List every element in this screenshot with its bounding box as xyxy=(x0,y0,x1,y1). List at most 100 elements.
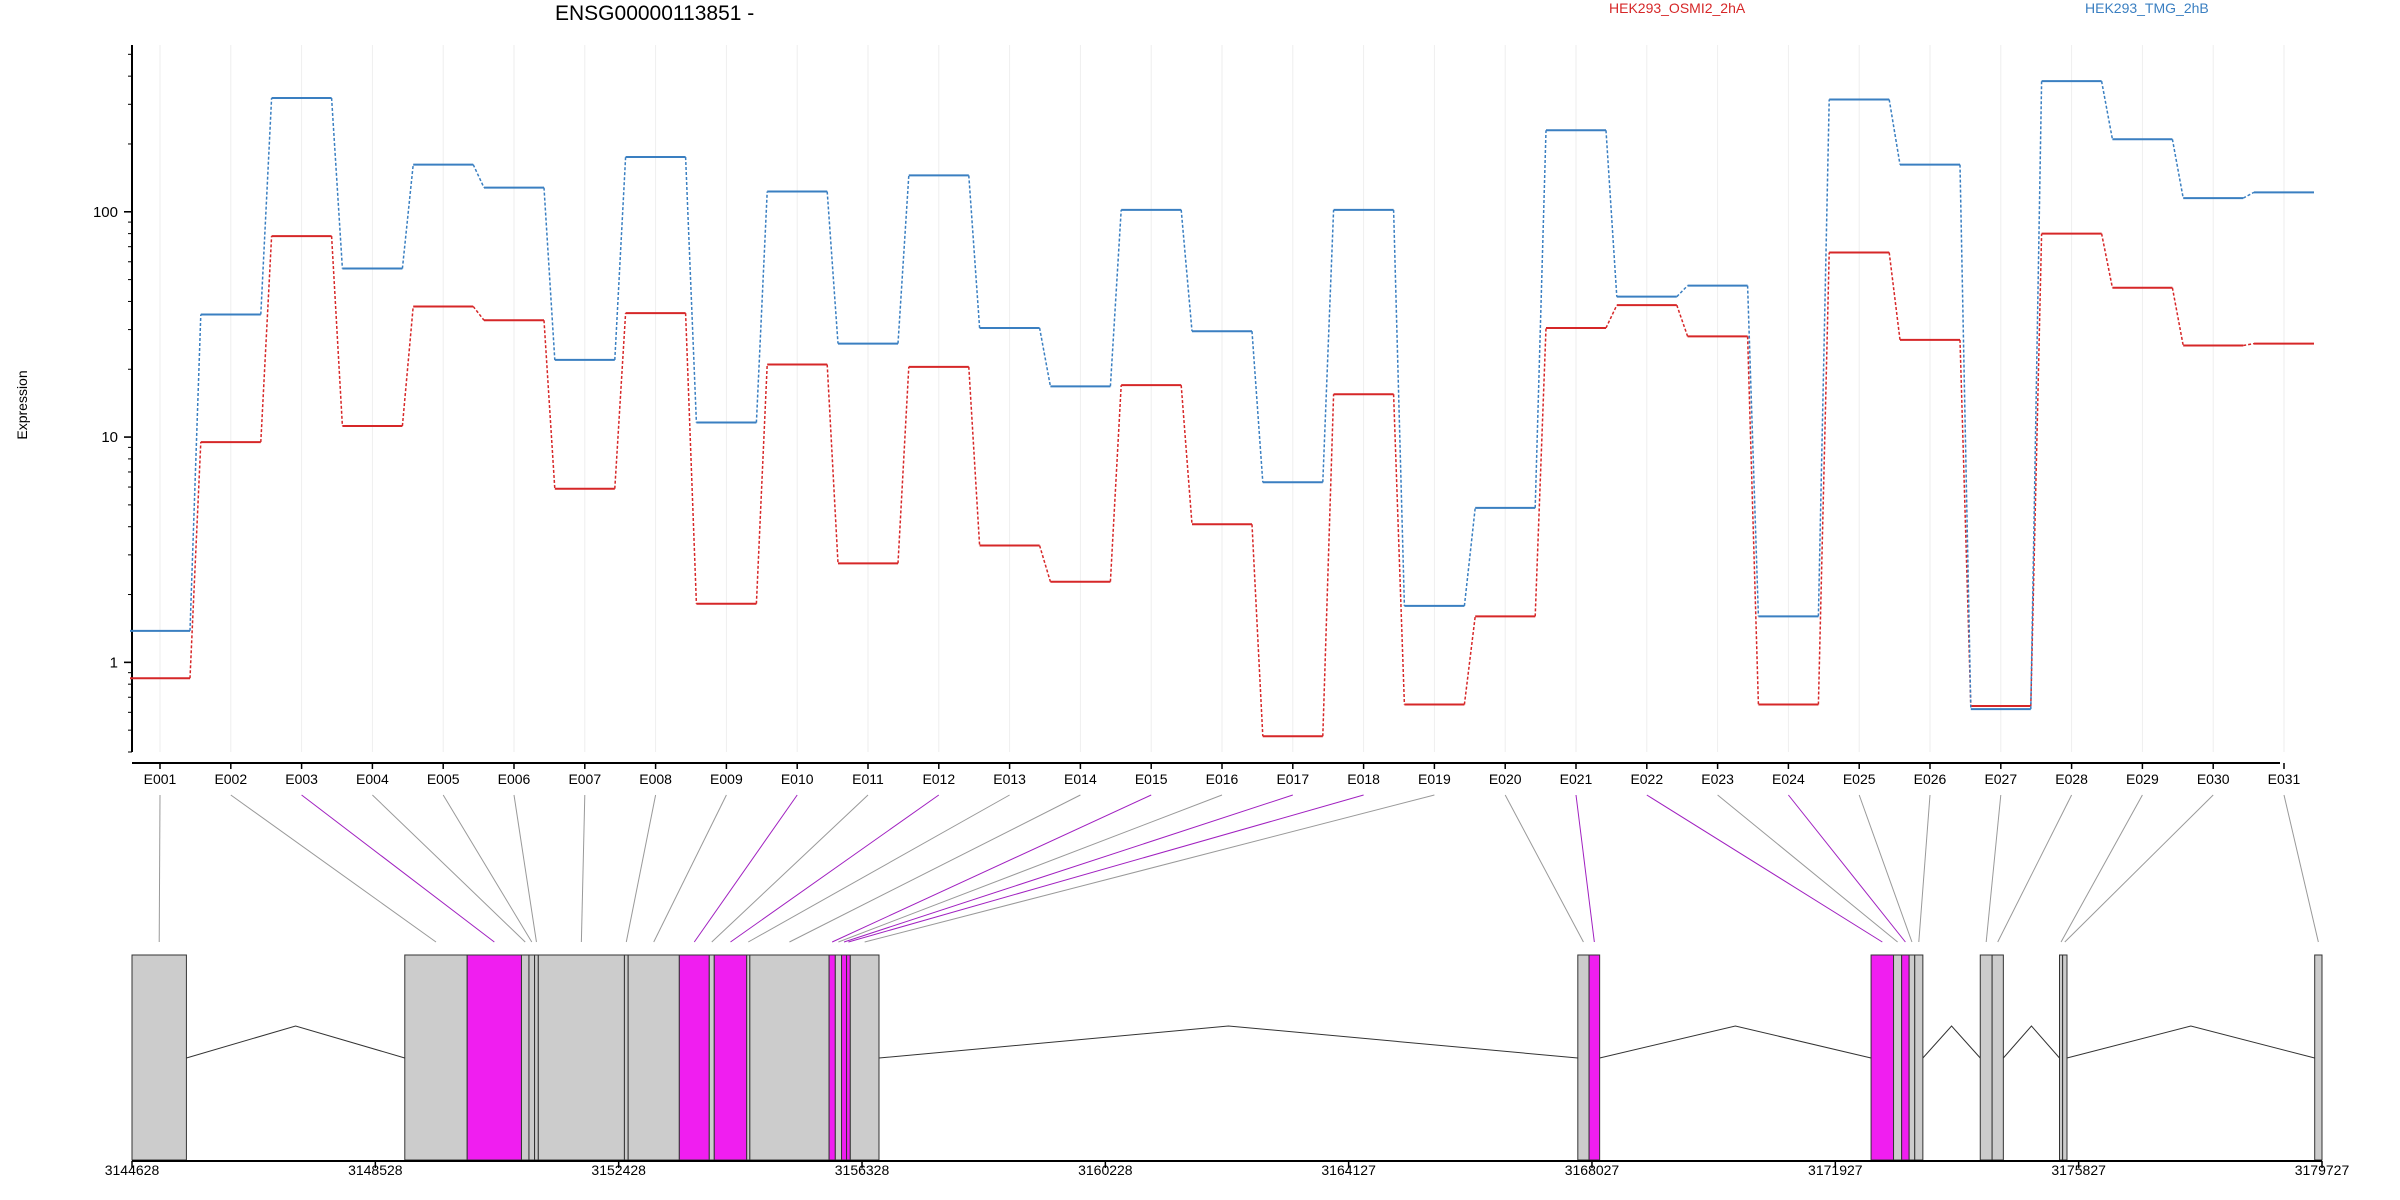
exon-connector xyxy=(301,794,495,943)
intron-line xyxy=(878,1025,1578,1059)
x-tick-label: E001 xyxy=(144,771,177,787)
exon-box xyxy=(537,954,625,1161)
chart-title: ENSG00000113851 - xyxy=(555,2,755,25)
exon-connector xyxy=(442,794,533,943)
exon-connector xyxy=(711,794,869,943)
data-connector xyxy=(2100,81,2114,140)
exon-connector xyxy=(831,794,1152,943)
exon-box xyxy=(2314,954,2323,1161)
x-tick-label: E026 xyxy=(1914,771,1947,787)
exon-box xyxy=(713,954,748,1161)
genomic-tick-label: 3168027 xyxy=(1565,1162,1620,1178)
data-connector xyxy=(2030,233,2043,707)
x-tick-label: E006 xyxy=(498,771,531,787)
exon-box xyxy=(1908,954,1916,1161)
series-2 xyxy=(130,80,2314,711)
exon-box xyxy=(828,954,836,1161)
x-tick-label: E012 xyxy=(922,771,955,787)
x-tick-label: E030 xyxy=(2197,771,2230,787)
x-tick-label: E024 xyxy=(1772,771,1805,787)
exon-box xyxy=(466,954,522,1161)
x-tick-label: E017 xyxy=(1276,771,1309,787)
data-connector xyxy=(1392,394,1406,705)
data-connector xyxy=(1817,99,1830,617)
data-connector xyxy=(1180,385,1193,525)
exon-connector xyxy=(2064,794,2214,943)
exon-box xyxy=(2062,954,2068,1161)
exon-connector xyxy=(730,794,940,943)
data-connector xyxy=(1676,304,1689,337)
data-connector xyxy=(684,157,698,423)
exon-connector xyxy=(625,794,657,943)
exon-connector xyxy=(748,794,1010,943)
x-tick-label: E014 xyxy=(1064,771,1097,787)
data-connector xyxy=(401,306,414,427)
data-connector xyxy=(1676,285,1689,298)
x-tick-label: E020 xyxy=(1489,771,1522,787)
data-connector xyxy=(1251,331,1264,483)
data-connector xyxy=(755,191,768,423)
x-tick-label: E025 xyxy=(1843,771,1876,787)
data-connector xyxy=(826,364,839,564)
x-tick-label: E007 xyxy=(568,771,601,787)
exon-connector xyxy=(1918,794,1931,943)
data-connector xyxy=(1746,285,1760,617)
exon-box xyxy=(708,954,715,1161)
data-connector xyxy=(2171,287,2184,346)
x-tick-label: E004 xyxy=(356,771,389,787)
data-connector xyxy=(189,314,202,631)
x-tick-label: E008 xyxy=(639,771,672,787)
exon-box xyxy=(131,954,187,1161)
data-connector xyxy=(1180,209,1193,332)
x-tick-label: E002 xyxy=(214,771,247,787)
y-tick-label: 1 xyxy=(110,654,118,671)
exon-connector xyxy=(848,794,1364,943)
data-connector xyxy=(1605,130,1618,297)
data-connector xyxy=(2242,191,2255,199)
x-tick-label: E016 xyxy=(1206,771,1239,787)
data-connector xyxy=(968,366,981,546)
exon-connector xyxy=(789,794,1081,943)
intron-line xyxy=(2066,1025,2315,1059)
x-tick-label: E023 xyxy=(1701,771,1734,787)
data-connector xyxy=(1817,252,1830,705)
exon-connector xyxy=(1646,794,1883,943)
x-tick-label: E003 xyxy=(285,771,318,787)
exon-box xyxy=(749,954,830,1161)
exon-box xyxy=(627,954,680,1161)
exon-connector xyxy=(230,794,437,943)
x-tick-label: E010 xyxy=(781,771,814,787)
exon-box xyxy=(623,954,629,1161)
exon-connector xyxy=(372,794,526,943)
x-tick-label: E028 xyxy=(2055,771,2088,787)
exon-box xyxy=(534,954,539,1161)
x-tick-label: E021 xyxy=(1560,771,1593,787)
genomic-tick-label: 3156328 xyxy=(835,1162,890,1178)
exon-box xyxy=(834,954,843,1161)
exon-connector xyxy=(1997,794,2073,943)
legend-entry-series-1: HEK293_OSMI2_2hA xyxy=(1609,0,1746,16)
exon-box xyxy=(1588,954,1601,1161)
data-connector xyxy=(826,191,839,344)
data-connector xyxy=(1463,616,1476,705)
data-connector xyxy=(260,236,273,443)
exon-box xyxy=(849,954,880,1161)
data-connector xyxy=(1888,99,1901,165)
data-connector xyxy=(1251,524,1264,737)
exon-box xyxy=(1914,954,1924,1161)
exon-connector xyxy=(513,794,537,943)
x-tick-label: E015 xyxy=(1135,771,1168,787)
data-connector xyxy=(260,97,273,315)
exon-connector xyxy=(693,794,798,943)
data-connector xyxy=(614,313,627,489)
exon-connector xyxy=(2060,794,2143,943)
genomic-tick-label: 3148528 xyxy=(348,1162,403,1178)
exon-connector xyxy=(653,794,727,943)
genomic-tick-label: 3152428 xyxy=(591,1162,646,1178)
data-connector xyxy=(897,366,910,564)
intron-line xyxy=(1922,1025,1981,1059)
x-tick-label: E005 xyxy=(427,771,460,787)
intron-line xyxy=(2002,1025,2060,1059)
data-connector xyxy=(1322,209,1335,483)
